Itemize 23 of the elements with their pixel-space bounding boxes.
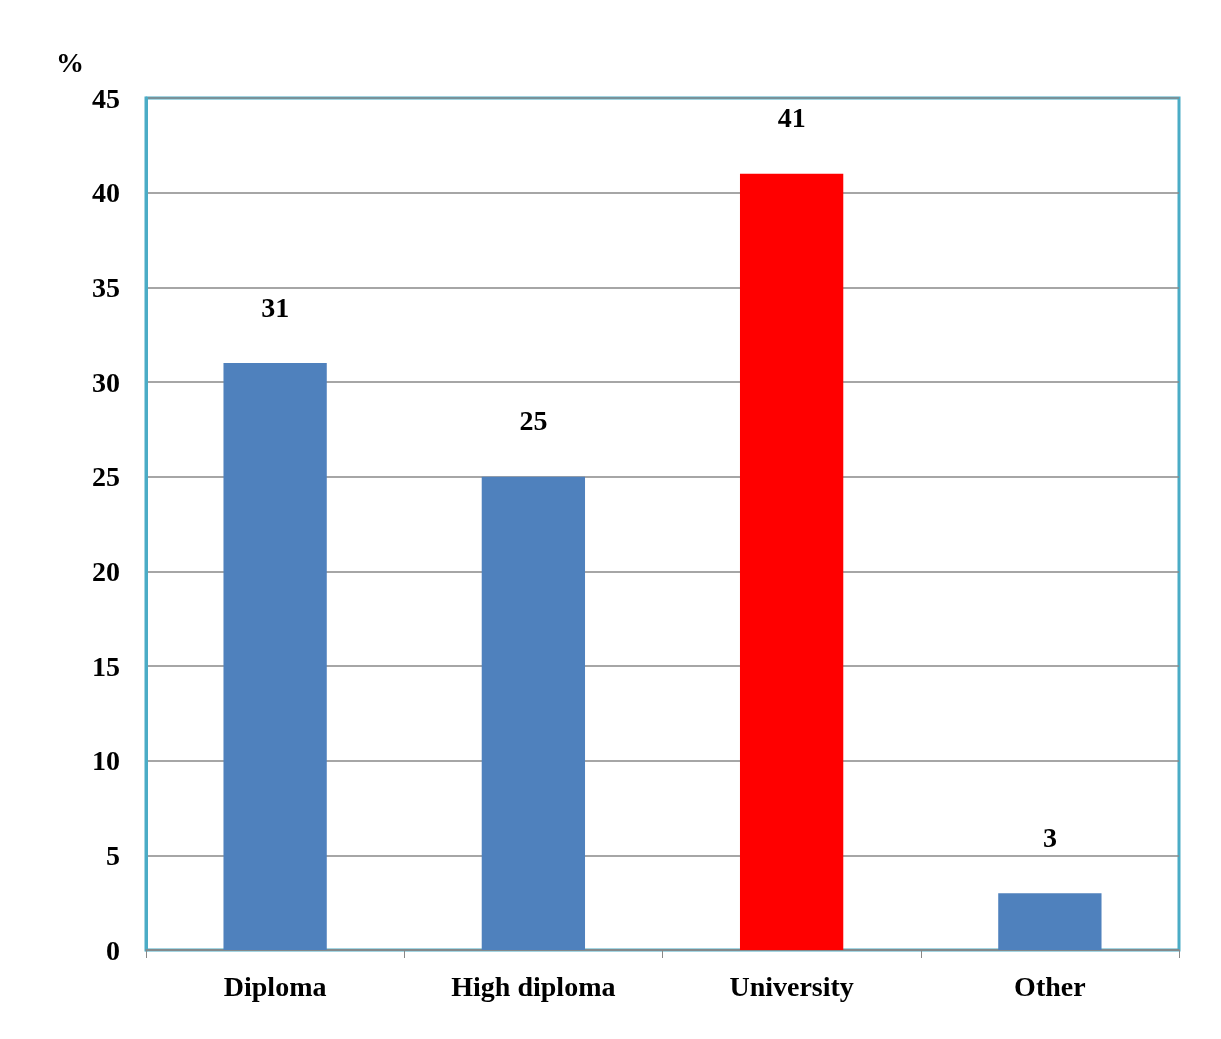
data-label: 41 <box>777 102 806 134</box>
data-label: 3 <box>1042 821 1057 853</box>
bar <box>481 476 586 950</box>
y-tick-label: 35 <box>92 271 120 303</box>
y-tick-label: 5 <box>106 839 120 871</box>
y-tick-label: 15 <box>92 650 120 682</box>
y-tick-label: 0 <box>106 934 120 966</box>
x-tick-label: High diploma <box>451 970 616 1002</box>
data-label: 31 <box>261 291 290 323</box>
bar <box>223 363 327 950</box>
y-tick-label: 25 <box>92 461 120 493</box>
bar <box>739 173 844 950</box>
y-tick-label: 40 <box>92 177 120 209</box>
y-axis-title: % <box>56 46 84 78</box>
y-tick-label: 20 <box>92 555 120 587</box>
x-tick-label: Diploma <box>223 970 327 1002</box>
x-tick-label: Other <box>1014 970 1086 1002</box>
x-tick-label: University <box>729 970 854 1002</box>
bar <box>998 893 1102 950</box>
y-tick-label: 45 <box>92 82 120 114</box>
y-tick-label: 30 <box>92 366 120 398</box>
y-tick-label: 10 <box>92 745 120 777</box>
data-label: 25 <box>519 405 548 437</box>
